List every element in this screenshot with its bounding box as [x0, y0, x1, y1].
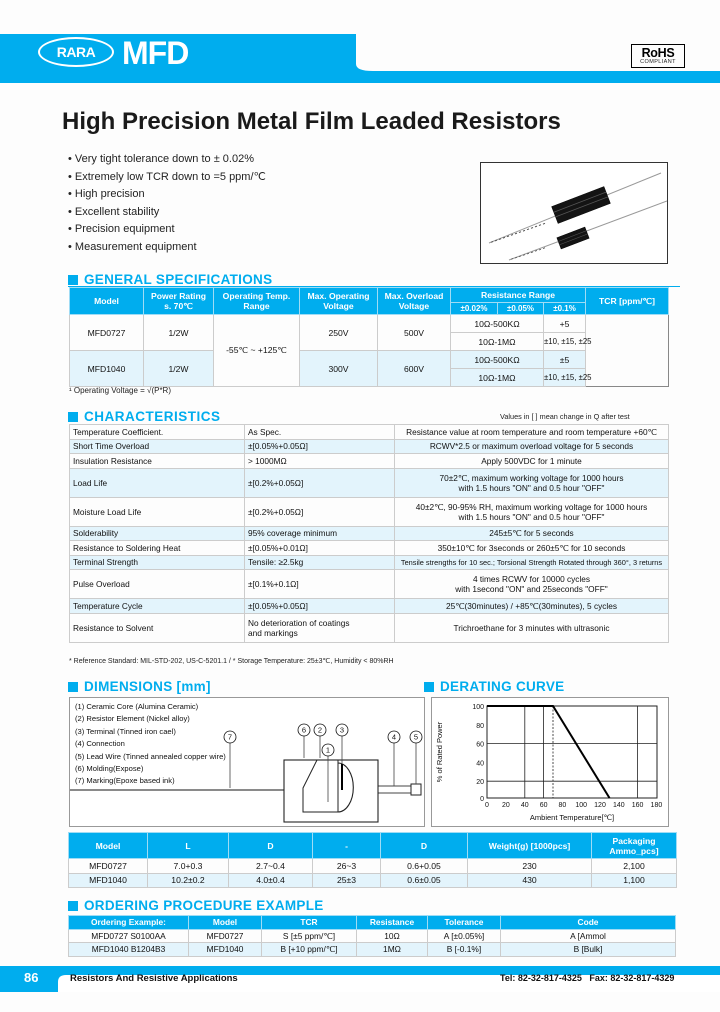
svg-text:80: 80	[476, 723, 484, 730]
svg-text:140: 140	[613, 802, 625, 809]
svg-text:3: 3	[340, 726, 344, 735]
svg-text:20: 20	[476, 779, 484, 786]
svg-text:2: 2	[318, 726, 322, 735]
svg-text:160: 160	[632, 802, 644, 809]
svg-text:60: 60	[476, 742, 484, 749]
svg-text:40: 40	[476, 760, 484, 767]
svg-text:20: 20	[502, 802, 510, 809]
svg-text:120: 120	[594, 802, 606, 809]
svg-text:7: 7	[228, 733, 232, 742]
svg-text:0: 0	[480, 796, 484, 803]
svg-text:Ambient Temperature[℃]: Ambient Temperature[℃]	[530, 813, 614, 822]
svg-text:40: 40	[521, 802, 529, 809]
svg-text:180: 180	[651, 802, 663, 809]
svg-text:6: 6	[302, 726, 306, 735]
svg-text:0: 0	[485, 802, 489, 809]
svg-text:4: 4	[392, 733, 396, 742]
svg-text:5: 5	[414, 733, 418, 742]
svg-text:100: 100	[575, 802, 587, 809]
svg-text:100: 100	[472, 704, 484, 711]
svg-text:60: 60	[540, 802, 548, 809]
svg-text:1: 1	[326, 746, 330, 755]
svg-text:80: 80	[559, 802, 567, 809]
svg-text:% of Rated Power: % of Rated Power	[435, 721, 444, 782]
